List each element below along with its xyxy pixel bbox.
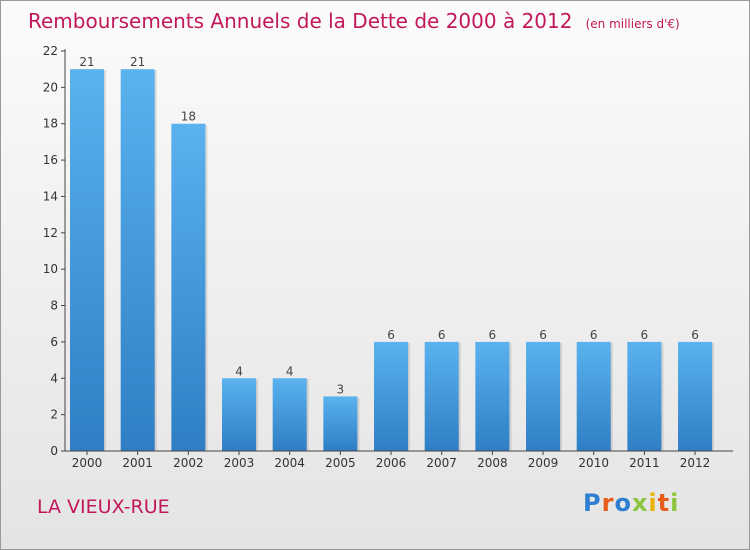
data-label: 3 (337, 382, 345, 396)
logo-letter: x (631, 489, 649, 517)
x-tick-label: 2004 (274, 456, 305, 470)
x-tick-label: 2012 (680, 456, 711, 470)
x-tick-label: 2001 (122, 456, 153, 470)
bar-2001 (120, 69, 155, 451)
chart-title-text: Remboursements Annuels de la Dette de 20… (28, 9, 573, 33)
bar-2012 (678, 341, 713, 451)
bar-2007 (424, 341, 459, 451)
logo-letter: t (657, 489, 671, 517)
data-label: 6 (590, 328, 598, 342)
bars-group (70, 69, 715, 452)
y-tick-label: 14 (43, 189, 58, 203)
x-tick-label: 2005 (325, 456, 356, 470)
bar-2005 (323, 396, 358, 451)
bar-2010 (576, 341, 611, 451)
y-tick-label: 18 (43, 117, 58, 131)
y-tick-label: 10 (43, 262, 58, 276)
data-label: 18 (181, 110, 196, 124)
y-tick-label: 12 (43, 226, 58, 240)
bar-2006 (374, 341, 409, 451)
data-label: 4 (286, 364, 294, 378)
proxiti-logo: Proxiti (583, 489, 679, 517)
chart-title: Remboursements Annuels de la Dette de 20… (28, 9, 680, 33)
y-tick-label: 4 (50, 371, 58, 385)
y-tick-label: 20 (43, 80, 58, 94)
y-tick-label: 2 (50, 408, 58, 422)
x-tick-label: 2007 (426, 456, 457, 470)
data-label: 6 (489, 328, 497, 342)
bar-2000 (70, 69, 104, 451)
data-label: 6 (438, 328, 446, 342)
logo-letter: o (614, 489, 632, 517)
data-label: 6 (539, 328, 547, 342)
location-label: LA VIEUX-RUE (37, 496, 170, 518)
y-tick-label: 6 (50, 335, 58, 349)
x-tick-label: 2003 (224, 456, 255, 470)
y-tick-label: 16 (43, 153, 58, 167)
data-label: 21 (130, 55, 145, 69)
x-tick-label: 2006 (376, 456, 407, 470)
y-tick-label: 8 (50, 299, 58, 313)
data-labels: 21 21 18 4 4 3 6 6 6 6 6 6 6 (79, 55, 699, 396)
logo-letter: P (583, 489, 602, 517)
bar-2011 (627, 341, 662, 451)
y-axis: 0 2 4 6 8 10 12 14 16 18 20 22 (43, 44, 66, 458)
bar-2002 (171, 123, 206, 452)
x-tick-label: 2008 (477, 456, 508, 470)
x-tick-label: 2002 (173, 456, 204, 470)
logo-letter: r (601, 489, 615, 517)
y-tick-label: 0 (50, 444, 58, 458)
logo-letter: i (648, 489, 658, 517)
y-tick-label: 22 (43, 44, 58, 58)
x-tick-label: 2009 (528, 456, 559, 470)
data-label: 4 (235, 364, 243, 378)
data-label: 6 (691, 328, 699, 342)
chart-unit: (en milliers d'€) (585, 17, 680, 31)
data-label: 6 (641, 328, 649, 342)
bar-2009 (526, 341, 561, 451)
x-tick-label: 2010 (578, 456, 609, 470)
x-axis: 2000 2001 2002 2003 2004 2005 2006 2007 2008 2009… (65, 450, 734, 470)
data-label: 21 (79, 55, 94, 69)
bar-2008 (475, 341, 510, 451)
data-label: 6 (387, 328, 395, 342)
bar-2004 (272, 378, 307, 451)
bar-2003 (222, 378, 257, 451)
x-tick-label: 2000 (72, 456, 103, 470)
x-tick-label: 2011 (629, 456, 660, 470)
logo-letter: i (670, 489, 680, 517)
